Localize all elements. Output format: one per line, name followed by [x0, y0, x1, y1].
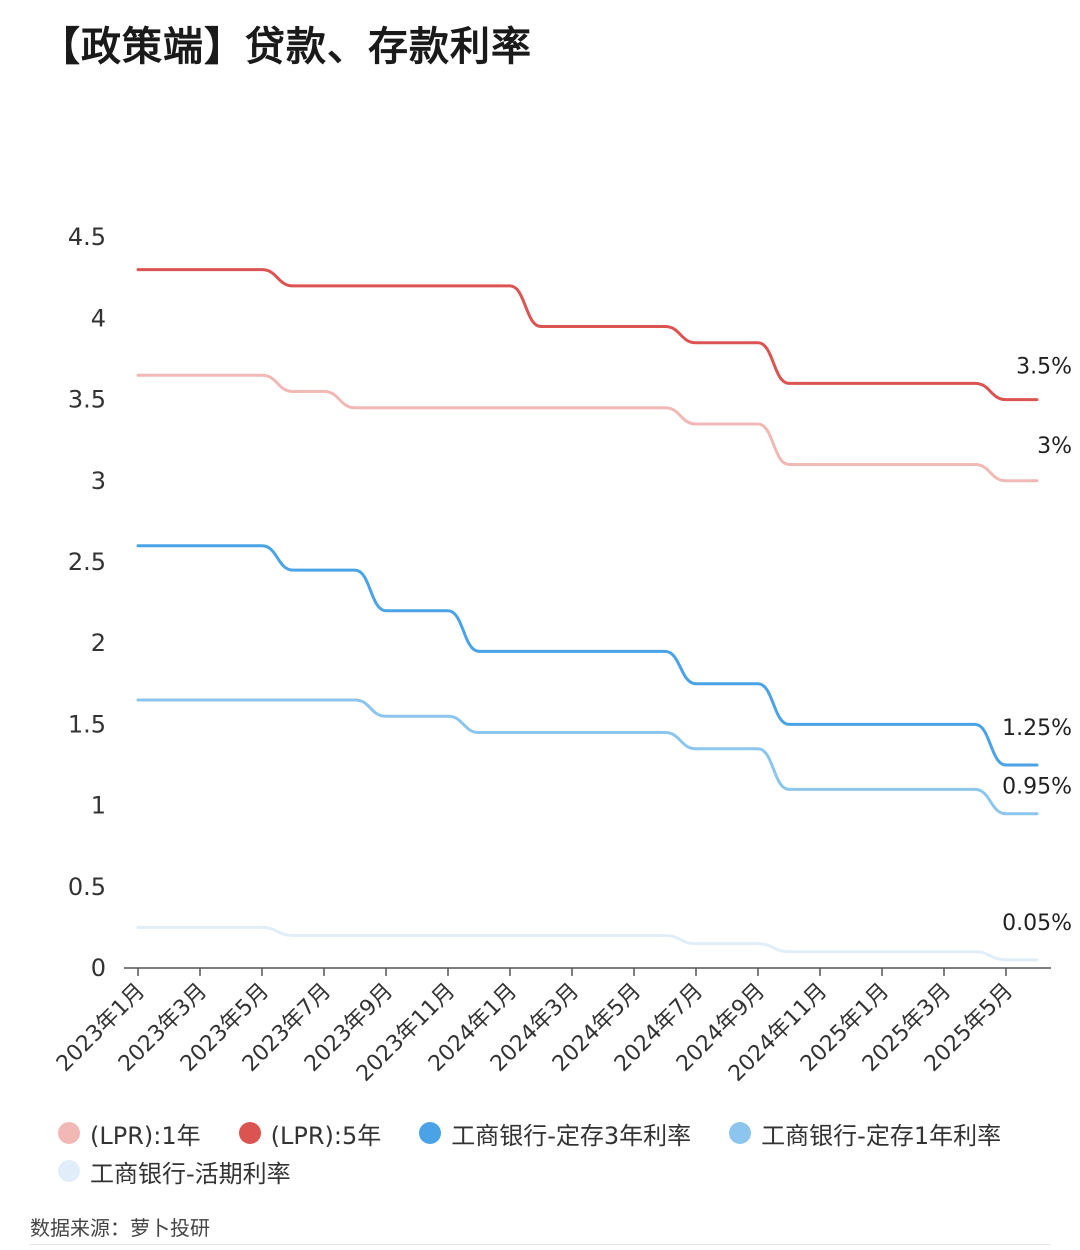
bottom-divider	[30, 1244, 1050, 1245]
series-end-label: 1.25%	[1002, 716, 1072, 741]
y-tick-label: 0.5	[68, 873, 106, 901]
series-line	[136, 268, 1039, 402]
legend-marker	[238, 1122, 261, 1144]
series-lines	[136, 268, 1039, 962]
end-labels: 3% 3.5% 1.25% 0.95% 0.05%	[1002, 355, 1072, 936]
y-axis-ticks: 0 0.5 1 1.5 2 2.5 3 3.5 4 4.5	[68, 223, 106, 982]
legend-item[interactable]: 工商银行-活期利率	[58, 1156, 291, 1188]
y-tick-label: 1.5	[68, 710, 106, 738]
y-tick-label: 3	[91, 467, 106, 495]
series-end-label: 0.05%	[1002, 911, 1072, 936]
legend-label: (LPR):1年	[90, 1121, 201, 1150]
y-tick-label: 2.5	[68, 548, 106, 576]
y-tick-label: 1	[91, 792, 106, 820]
legend-marker	[419, 1122, 442, 1144]
legend-item[interactable]: 工商银行-定存3年利率	[419, 1118, 692, 1150]
legend-label: 工商银行-定存3年利率	[451, 1121, 692, 1150]
series-line	[136, 698, 1039, 816]
legend-item[interactable]: (LPR):1年	[58, 1118, 201, 1150]
legend-marker	[58, 1122, 80, 1144]
series-end-label: 3%	[1037, 434, 1072, 459]
chart-legend: (LPR):1年 (LPR):5年 工商银行-定存3年利率 工商银行-定存1年利率工商…	[58, 1118, 1058, 1188]
series-end-label: 3.5%	[1016, 355, 1072, 380]
legend-item[interactable]: (LPR):5年	[238, 1118, 382, 1150]
series-end-label: 0.95%	[1002, 775, 1072, 800]
y-tick-label: 4.5	[68, 223, 106, 251]
series-line	[136, 925, 1039, 962]
series-line	[136, 373, 1039, 483]
data-source: 数据来源：萝卜投研	[30, 1216, 210, 1240]
y-tick-label: 3.5	[68, 386, 106, 414]
line-chart: 0 0.5 1 1.5 2 2.5 3 3.5 4 4.5 2023年1月2023年3月2023年…	[52, 223, 1072, 1087]
legend-label: 工商银行-定存1年利率	[761, 1121, 1002, 1150]
legend-item[interactable]: 工商银行-定存1年利率	[729, 1118, 1002, 1150]
legend-marker	[58, 1160, 80, 1182]
legend-label: (LPR):5年	[270, 1121, 382, 1150]
x-axis-ticks: 2023年1月2023年3月2023年5月2023年7月2023年9月2023年…	[52, 968, 1018, 1087]
chart-title: 【政策端】贷款、存款利率	[40, 24, 532, 70]
legend-marker	[729, 1122, 752, 1144]
series-line	[136, 544, 1039, 767]
y-tick-label: 4	[91, 304, 106, 332]
y-tick-label: 0	[91, 954, 106, 982]
legend-label: 工商银行-活期利率	[90, 1159, 291, 1188]
y-tick-label: 2	[91, 629, 106, 657]
